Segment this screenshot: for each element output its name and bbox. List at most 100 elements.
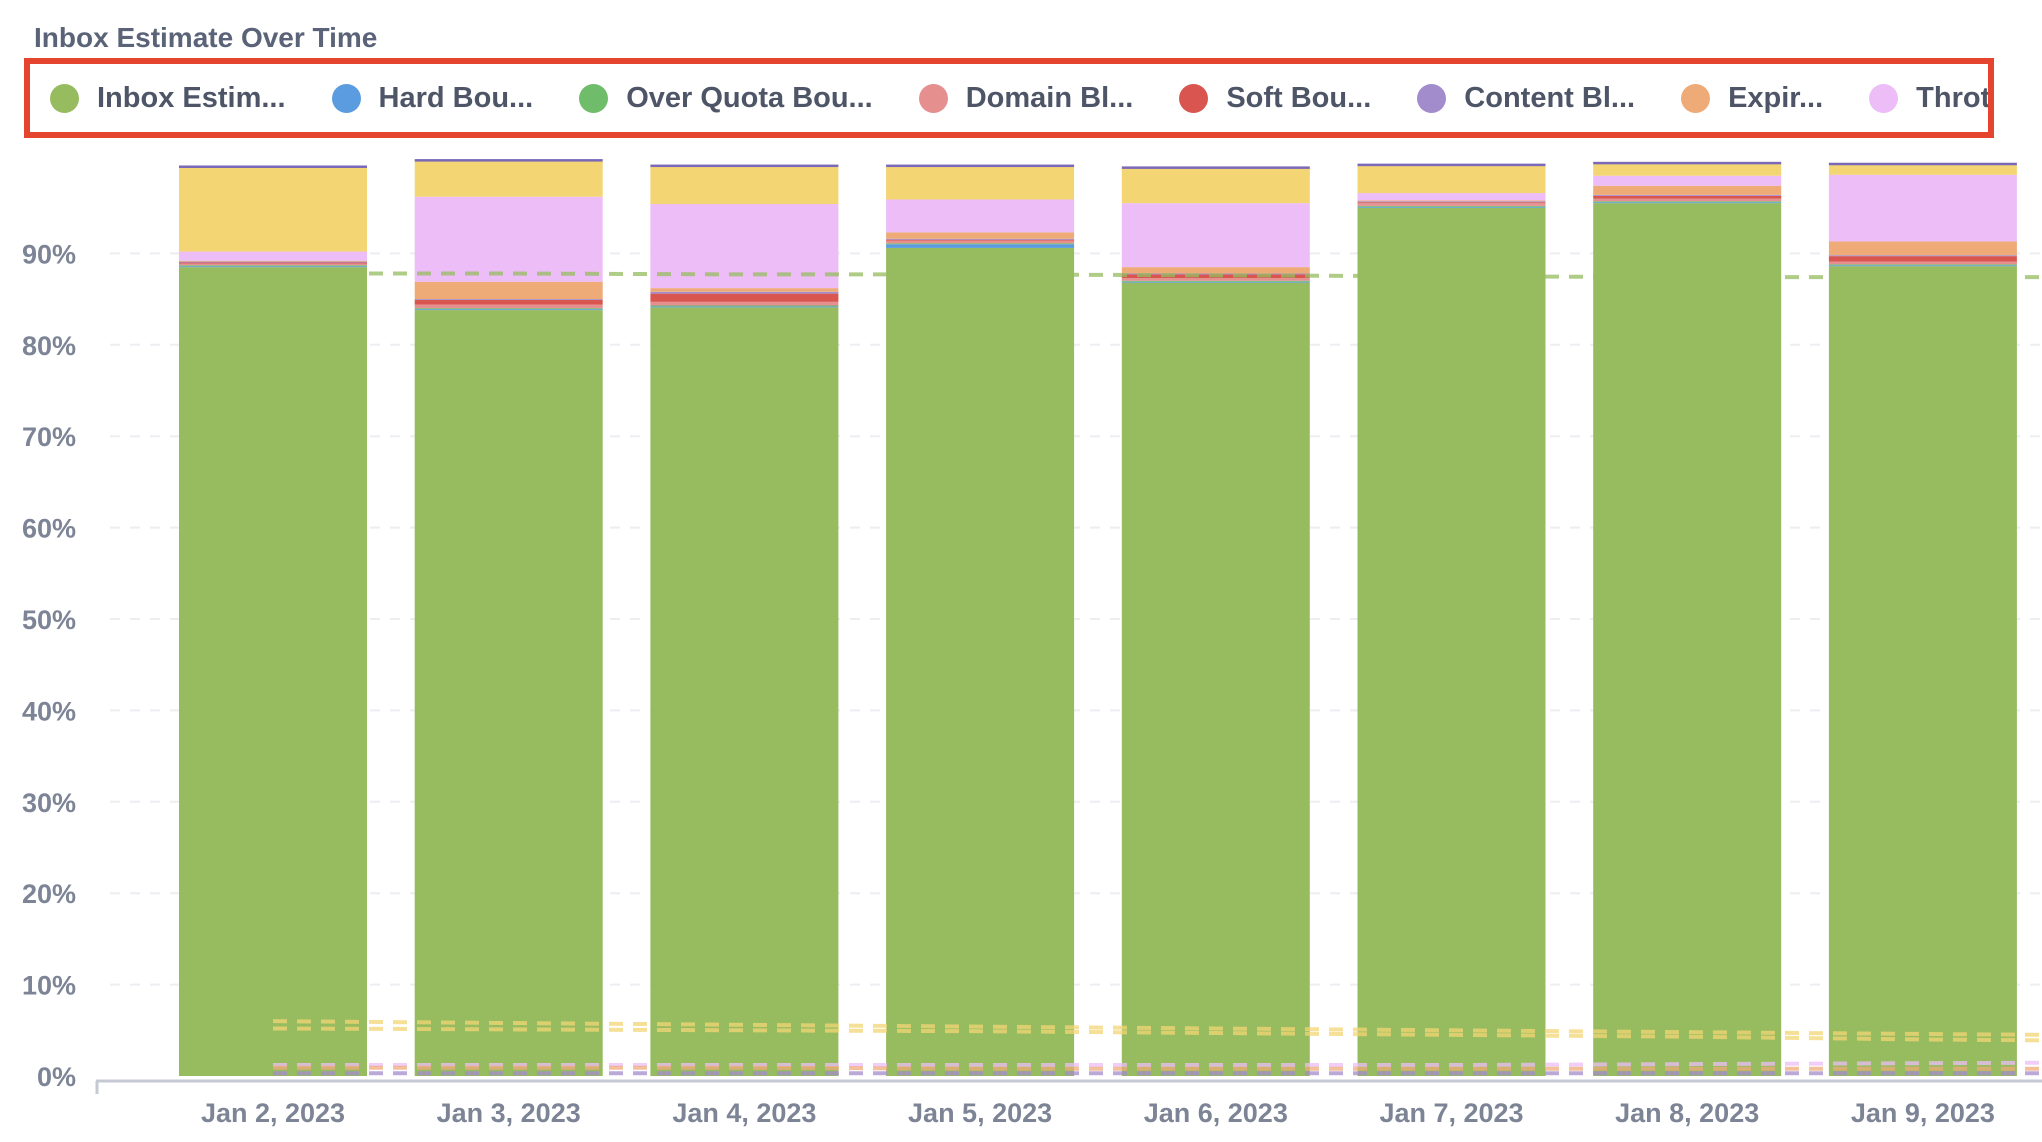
legend-item[interactable]: Domain Bl...	[918, 82, 1133, 115]
bar-segment-expired	[650, 288, 839, 292]
bar-segment-content	[1357, 201, 1546, 203]
bar-segment-quota	[650, 305, 839, 307]
bar-segment-domain	[1121, 278, 1310, 281]
bar-segment-other	[886, 166, 1075, 200]
y-tick-label: 50%	[22, 605, 76, 635]
trend-line-other	[272, 1019, 2042, 1037]
bar-segment-soft	[1357, 202, 1546, 204]
bar-segment-throttled	[1357, 193, 1546, 201]
bar-segment-inbox	[1357, 207, 1546, 1076]
bar-top-edge	[1357, 163, 1546, 167]
y-tick-label: 70%	[22, 422, 76, 452]
bar-segment-quota	[1121, 280, 1310, 282]
x-tick-label: Jan 3, 2023	[437, 1098, 581, 1128]
bar-segment-content	[650, 291, 839, 294]
legend-circle-icon	[1179, 83, 1209, 113]
bar-segment-content	[886, 238, 1075, 240]
y-tick-label: 60%	[22, 514, 76, 544]
bars	[179, 159, 2017, 1076]
bar-segment-soft	[1828, 256, 2017, 262]
bar-segment-throttled	[179, 251, 367, 261]
legend-item[interactable]: Expir...	[1681, 82, 1823, 115]
legend-circle-icon	[331, 83, 361, 113]
y-tick-label: 30%	[22, 788, 76, 818]
bar-segment-inbox	[886, 247, 1075, 1076]
x-tick-label: Jan 7, 2023	[1379, 1098, 1523, 1128]
bar-top-edge	[886, 164, 1075, 168]
bar-segment-hard	[1828, 265, 2017, 267]
bar-segment-throttled	[886, 199, 1075, 233]
bar-segment-domain	[1357, 203, 1546, 206]
bar-segment-expired	[886, 232, 1075, 239]
bar-segment-hard	[414, 309, 603, 311]
bar-segment-inbox	[1593, 203, 1782, 1076]
legend-item[interactable]: Throttled Bl...	[1869, 81, 1991, 115]
legend-circle-icon	[1869, 83, 1899, 113]
bar-segment-quota	[1828, 264, 2017, 266]
bar-segment-other	[1121, 168, 1310, 204]
bar-segment-content	[1828, 255, 2017, 257]
bar-segment-quota	[886, 243, 1075, 245]
bar-segment-expired	[414, 281, 603, 300]
y-tick-label: 0%	[37, 1062, 76, 1092]
bar-segment-soft	[1593, 195, 1782, 199]
bar-segment-hard	[650, 306, 839, 308]
legend-label: Content Bl...	[1464, 81, 1636, 114]
legend-label: Throttled Bl...	[1916, 81, 1991, 114]
legend-item[interactable]: Content Bl...	[1417, 82, 1635, 115]
bar-segment-inbox	[414, 310, 603, 1076]
y-tick-label: 90%	[22, 239, 76, 269]
legend: Inbox Estim... Hard Bou... Over Quota Bou.…	[30, 64, 1988, 132]
bar-segment-domain	[414, 304, 603, 309]
legend-circle-icon	[918, 83, 948, 113]
bar-segment-domain	[1828, 261, 2017, 265]
bar-segment-other	[414, 161, 603, 197]
legend-label: Over Quota Bou...	[626, 81, 873, 114]
trend-line-expired	[273, 1065, 2042, 1071]
bar-segment-domain	[179, 263, 367, 266]
bar-segment-throttled	[1828, 174, 2017, 242]
trend-line-throttled	[273, 1060, 2042, 1068]
bar-segment-content	[414, 299, 603, 301]
bar-segment-quota	[179, 265, 367, 267]
bar-segment-soft	[886, 239, 1075, 241]
bar-segment-inbox	[1828, 266, 2017, 1076]
bar-segment-hard	[1121, 281, 1310, 283]
x-tick-label: Jan 8, 2023	[1615, 1098, 1759, 1128]
bar-top-edge	[1828, 162, 2017, 166]
legend-item[interactable]: Over Quota Bou...	[579, 82, 873, 115]
legend-item[interactable]: Inbox Estim...	[50, 82, 286, 115]
bar-segment-inbox	[650, 307, 839, 1076]
bar-segment-hard	[179, 266, 367, 268]
trend-line-inbox	[273, 271, 2042, 280]
bar-segment-domain	[886, 240, 1075, 244]
bar-segment-soft	[414, 300, 603, 305]
legend-box: Inbox Estim... Hard Bou... Over Quota Bou.…	[24, 58, 1994, 138]
bar-segment-expired	[1121, 267, 1310, 274]
bar-segment-expired	[1593, 185, 1782, 195]
bar-segment-other	[1357, 165, 1546, 194]
x-tick-label: Jan 2, 2023	[201, 1098, 345, 1128]
bar-segment-content	[179, 261, 367, 263]
legend-item[interactable]: Hard Bou...	[331, 81, 534, 115]
bar-segment-expired	[179, 260, 367, 262]
x-tick-label: Jan 9, 2023	[1851, 1098, 1995, 1128]
legend-circle-icon	[1681, 83, 1711, 113]
axes: 0% 10% 20% 30% 40% 50% 60% 70% 80% 90% Jan 2, 2023…	[22, 239, 2042, 1128]
y-tick-label: 20%	[22, 879, 76, 909]
x-tick-label: Jan 5, 2023	[908, 1098, 1052, 1128]
chart-title: Inbox Estimate Over Time	[34, 22, 378, 53]
y-tick-label: 40%	[22, 696, 76, 726]
bar-segment-throttled	[1121, 203, 1310, 268]
bar-segment-hard	[1593, 202, 1782, 204]
legend-label: Expir...	[1728, 81, 1824, 114]
bar-segment-expired	[1828, 241, 2017, 256]
bar-segment-quota	[1357, 205, 1546, 207]
bar-segment-inbox	[179, 267, 367, 1076]
legend-label: Soft Bou...	[1226, 81, 1372, 114]
legend-item[interactable]: Soft Bou...	[1179, 82, 1371, 115]
legend-label: Hard Bou...	[378, 81, 534, 114]
legend-circle-icon	[1417, 83, 1447, 113]
y-tick-label: 10%	[22, 971, 76, 1001]
bar-segment-quota	[1593, 201, 1782, 203]
